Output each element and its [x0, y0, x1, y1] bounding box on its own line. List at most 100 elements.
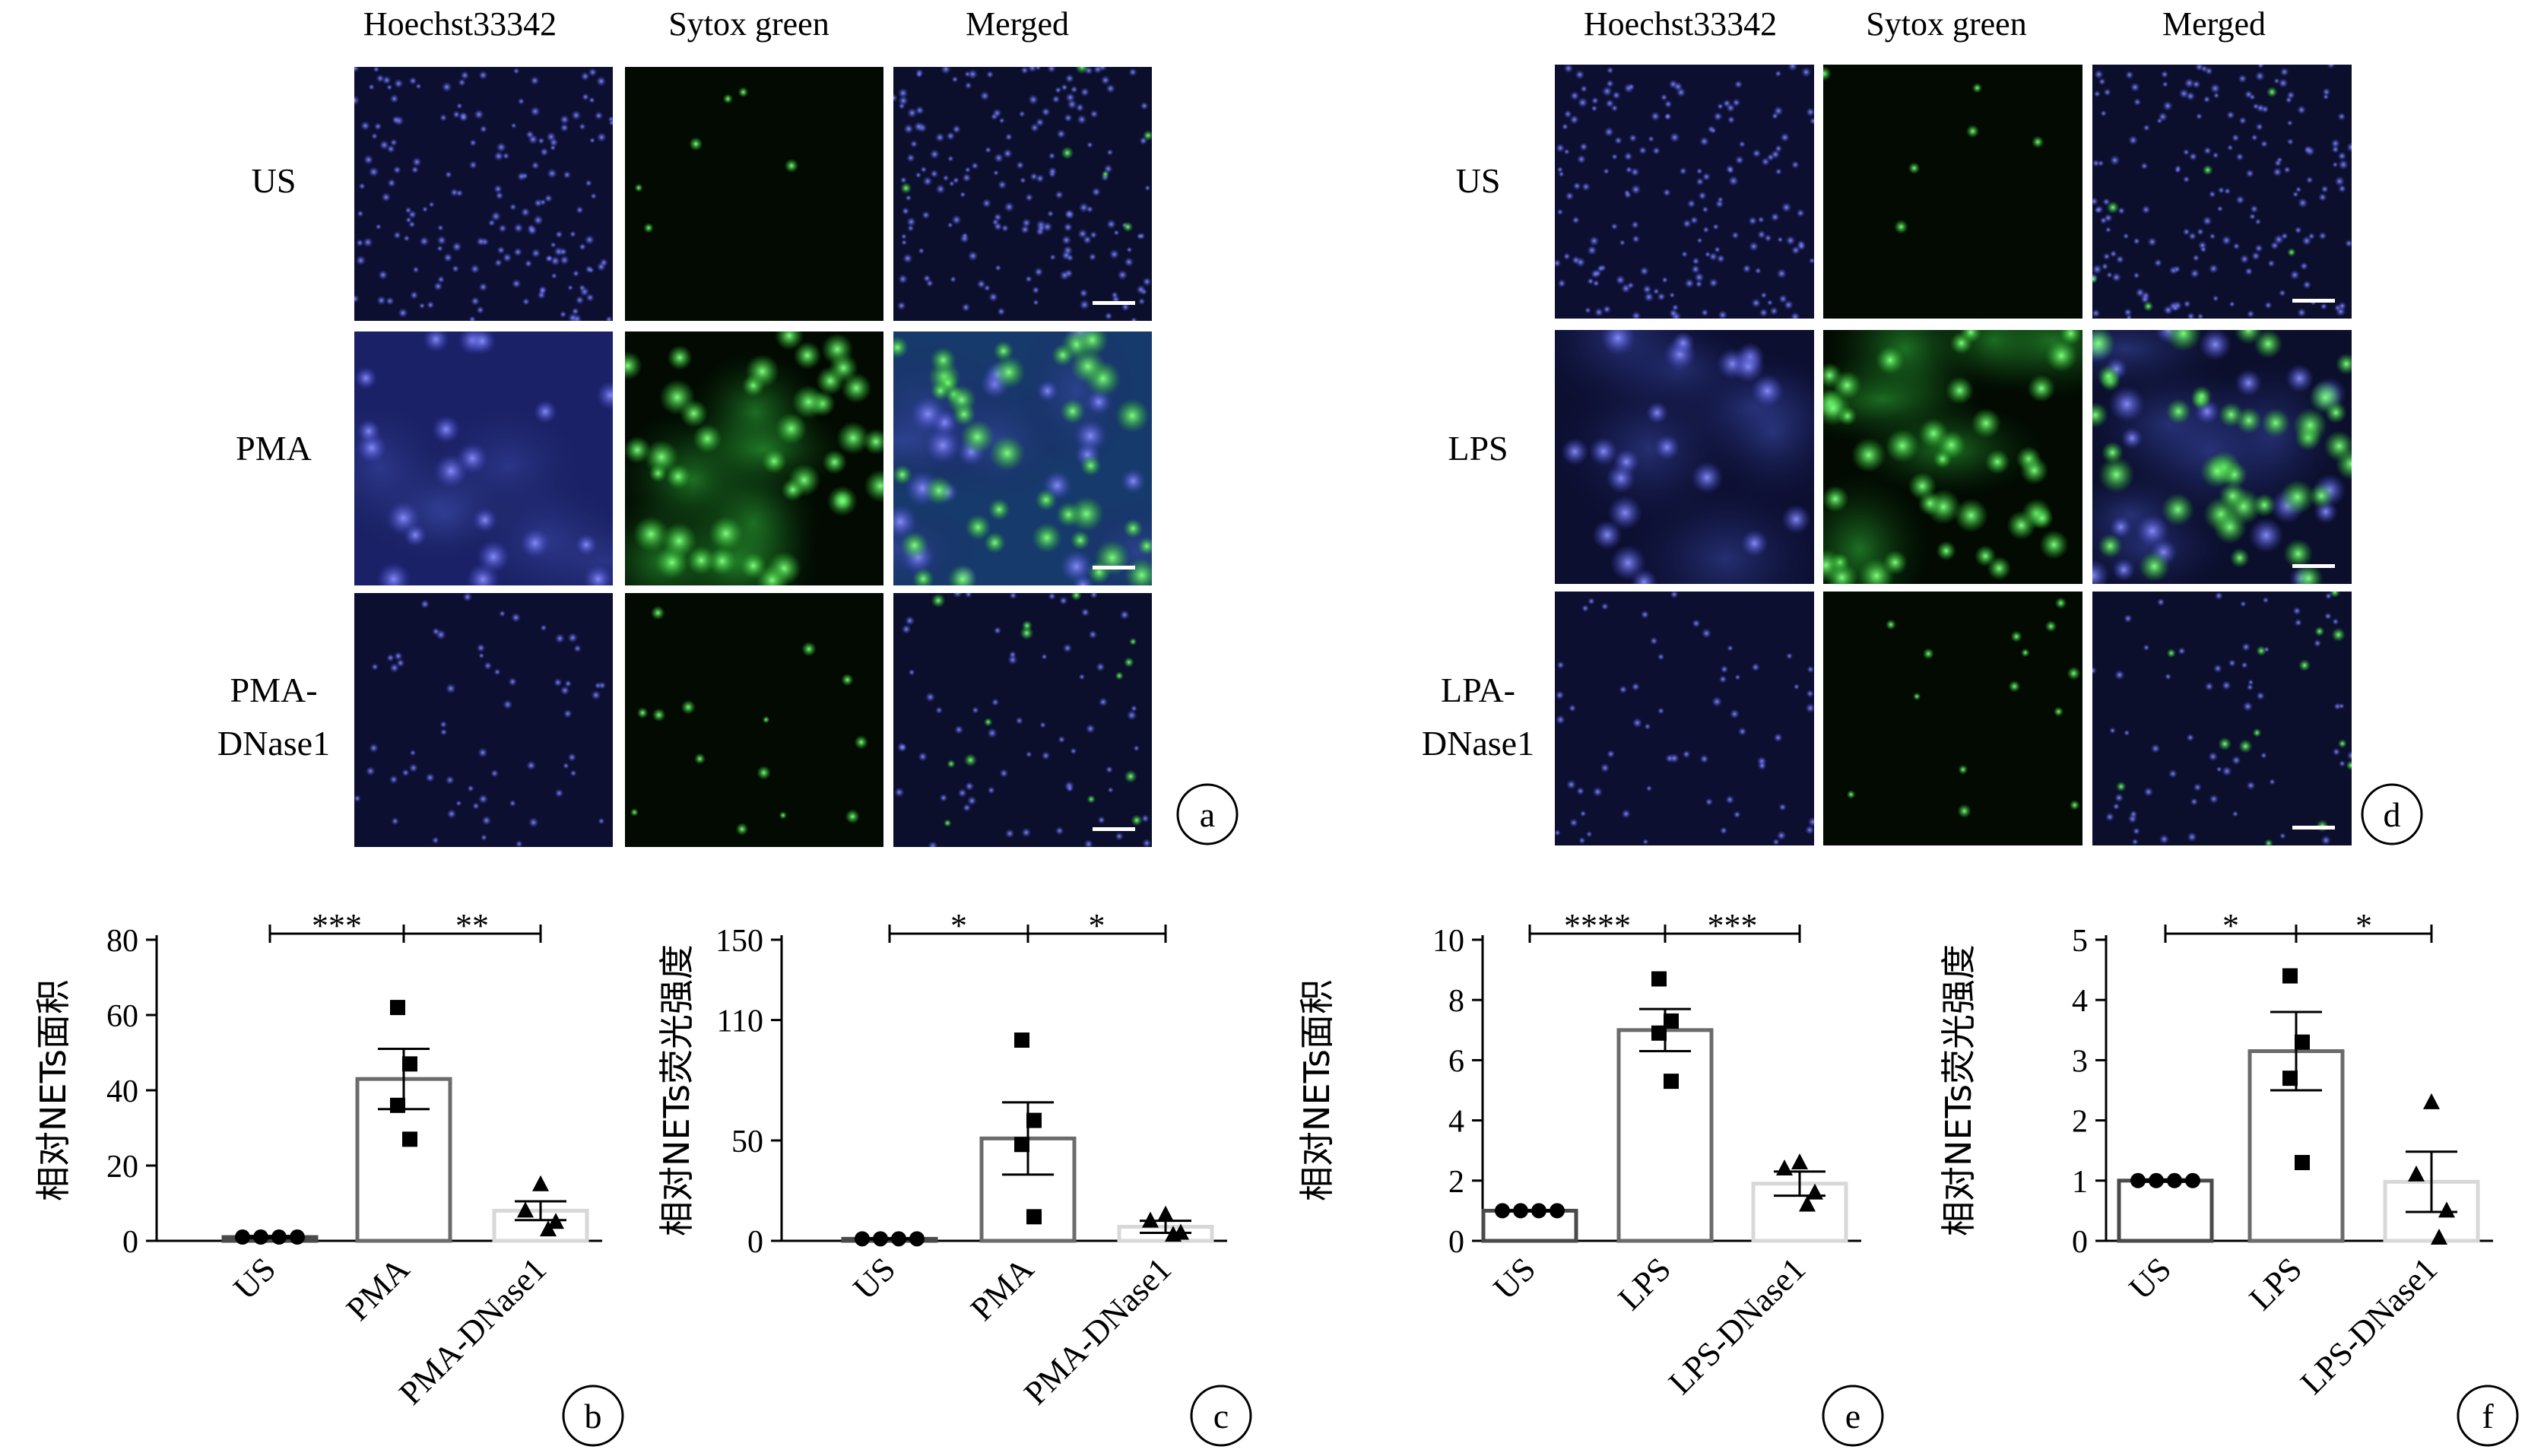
data-point	[390, 1097, 405, 1113]
panel-label-e: e	[1845, 1397, 1860, 1435]
y-tick-label: 2	[2072, 1105, 2088, 1140]
panel-badge-circle	[1190, 1385, 1252, 1447]
micrograph-tile	[2092, 65, 2352, 319]
data-point	[235, 1229, 250, 1245]
y-tick-label: 1	[2072, 1165, 2088, 1200]
data-point	[402, 1131, 417, 1147]
micrograph-tile	[893, 331, 1152, 585]
micrograph-tile	[893, 67, 1152, 321]
micrograph-tile	[1555, 592, 1814, 845]
row-label-pma-dnase1-line2: DNase1	[217, 724, 330, 763]
data-point	[1550, 1203, 1565, 1219]
data-point	[2295, 1155, 2310, 1171]
y-tick-label: 10	[1432, 924, 1464, 959]
panel-label-f: f	[2482, 1397, 2494, 1435]
column-header-hoechst: Hoechst33342	[1584, 5, 1777, 43]
data-point	[1014, 1137, 1029, 1153]
micrograph-panel-d: Hoechst33342 Sytox green Merged US LPS L…	[1422, 5, 2423, 845]
column-header-sytox: Sytox green	[1866, 5, 2026, 43]
y-tick-label: 0	[1448, 1225, 1464, 1260]
data-point	[2438, 1201, 2455, 1218]
column-header-merged: Merged	[2162, 5, 2266, 43]
y-axis-label: 相对NETs面积	[33, 979, 74, 1201]
significance-label: *	[950, 907, 967, 944]
significance-label: *	[2355, 907, 2372, 944]
significance-label: *	[2222, 907, 2239, 944]
data-point	[2423, 1093, 2440, 1109]
data-point	[2282, 968, 2298, 984]
data-point	[402, 1056, 417, 1072]
row-label-lpa-dnase1-line2: DNase1	[1422, 724, 1534, 763]
data-point	[2295, 1034, 2310, 1050]
significance-label: **	[455, 907, 489, 944]
bar-lps	[1616, 1028, 1714, 1243]
micrograph-tile	[1823, 330, 2082, 584]
data-point	[2282, 1071, 2298, 1086]
y-tick-label: 80	[106, 924, 138, 959]
significance-label: ***	[312, 907, 362, 944]
y-tick-label: 5	[2072, 924, 2088, 959]
data-point	[517, 1201, 534, 1218]
significance-label: *	[1089, 907, 1105, 944]
y-tick-label: 110	[717, 1004, 763, 1039]
data-point	[290, 1229, 305, 1245]
micrograph-tile	[1823, 65, 2082, 319]
data-point	[1157, 1205, 1174, 1222]
micrograph-tile	[2092, 592, 2352, 845]
row-label-us: US	[252, 161, 297, 200]
y-tick-label: 50	[731, 1125, 763, 1159]
data-point	[2130, 1172, 2146, 1188]
data-point	[532, 1175, 549, 1191]
y-axis-label: 相对NETs荧光强度	[1938, 944, 1979, 1236]
y-tick-label: 20	[106, 1150, 138, 1185]
data-point	[540, 1220, 557, 1237]
data-point	[1014, 1033, 1029, 1048]
panel-badge-circle	[2361, 783, 2423, 845]
y-tick-label: 3	[2072, 1044, 2088, 1079]
micrograph-tile	[1823, 592, 2082, 845]
panel-label-d: d	[2384, 795, 2401, 834]
data-point	[1776, 1159, 1793, 1175]
data-point	[2431, 1229, 2447, 1245]
x-tick-label: US	[2122, 1250, 2178, 1306]
micrograph-tile	[354, 593, 613, 847]
y-tick-label: 6	[1448, 1044, 1464, 1079]
micrograph-tile	[625, 67, 883, 321]
panel-label-b: b	[585, 1397, 602, 1435]
x-tick-label: LPS-DNase1	[2293, 1250, 2444, 1401]
data-point	[1026, 1209, 1042, 1225]
panel-label-a: a	[1200, 795, 1215, 834]
data-point	[2185, 1172, 2200, 1188]
data-point	[891, 1231, 906, 1247]
x-tick-label: US	[1486, 1250, 1543, 1306]
data-point	[873, 1231, 888, 1247]
micrograph-tile	[354, 331, 613, 585]
x-tick-label: US	[846, 1250, 902, 1306]
row-label-lps: LPS	[1448, 429, 1508, 468]
data-point	[2408, 1165, 2425, 1182]
y-tick-label: 8	[1448, 984, 1464, 1019]
row-label-pma-dnase1-line1: PMA-	[230, 671, 317, 709]
x-tick-label: LPS	[1611, 1250, 1678, 1317]
significance-label: ***	[1708, 907, 1758, 944]
data-point	[1651, 971, 1667, 987]
row-label-pma: PMA	[236, 429, 312, 468]
column-header-merged: Merged	[966, 5, 1069, 43]
data-point	[909, 1231, 925, 1247]
data-point	[547, 1213, 564, 1229]
panel-badge-circle	[2457, 1385, 2519, 1447]
x-tick-label: LPS-DNase1	[1661, 1250, 1813, 1401]
data-point	[1513, 1203, 1528, 1219]
row-label-lpa-dnase1-line1: LPA-	[1441, 671, 1515, 709]
bar-us	[2117, 1178, 2214, 1243]
x-tick-label: PMA	[963, 1250, 1041, 1328]
micrograph-tile	[2092, 330, 2352, 584]
y-tick-label: 60	[106, 999, 138, 1034]
x-tick-label: LPS	[2242, 1250, 2309, 1317]
y-axis-label: 相对NETs荧光强度	[656, 944, 697, 1236]
data-point	[1165, 1226, 1182, 1242]
data-point	[1799, 1195, 1816, 1212]
data-point	[2149, 1172, 2164, 1188]
